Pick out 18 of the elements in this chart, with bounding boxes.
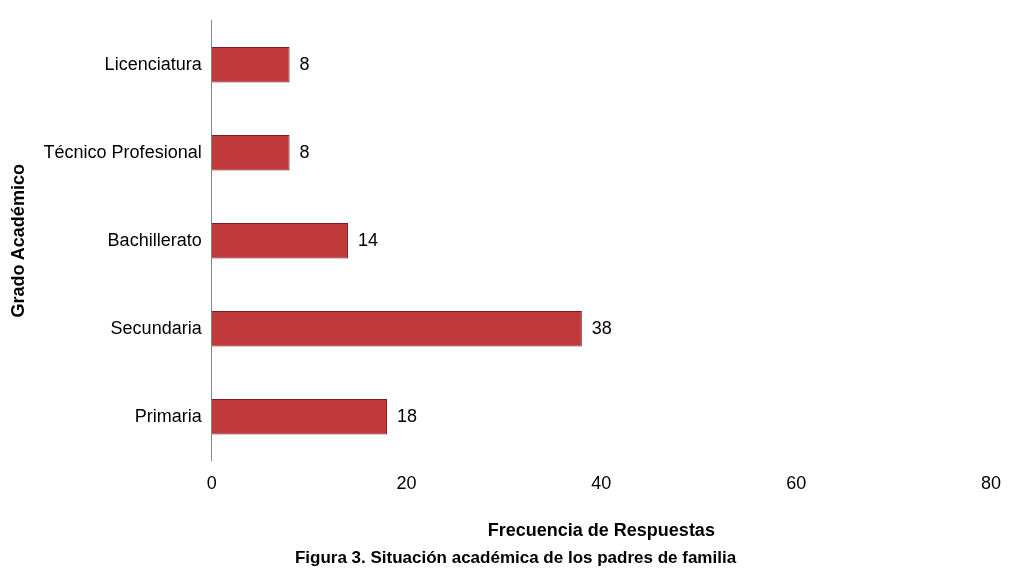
data-label: 14	[358, 229, 379, 250]
x-axis-title: Frecuencia de Respuestas	[487, 520, 715, 541]
data-label: 38	[591, 317, 612, 338]
x-tick-label: 40	[591, 472, 612, 493]
data-label: 18	[397, 405, 418, 426]
x-tick-label: 20	[396, 472, 417, 493]
x-tick-label: 80	[980, 472, 1002, 493]
x-tick-label: 60	[786, 472, 807, 493]
y-tick-label: Técnico Profesional	[43, 141, 202, 162]
y-tick-label: Licenciatura	[104, 53, 203, 74]
y-tick-label: Primaria	[134, 405, 203, 426]
y-tick-label: Bachillerato	[107, 229, 202, 250]
data-label: 8	[299, 53, 310, 74]
y-axis-title: Grado Académico	[7, 164, 28, 318]
y-tick-label: Secundaria	[110, 317, 203, 338]
text: Figura 3. Situación académica de los padres de familia	[293, 548, 738, 568]
data-label: 8	[299, 141, 310, 162]
x-tick-label: 0	[206, 472, 217, 493]
